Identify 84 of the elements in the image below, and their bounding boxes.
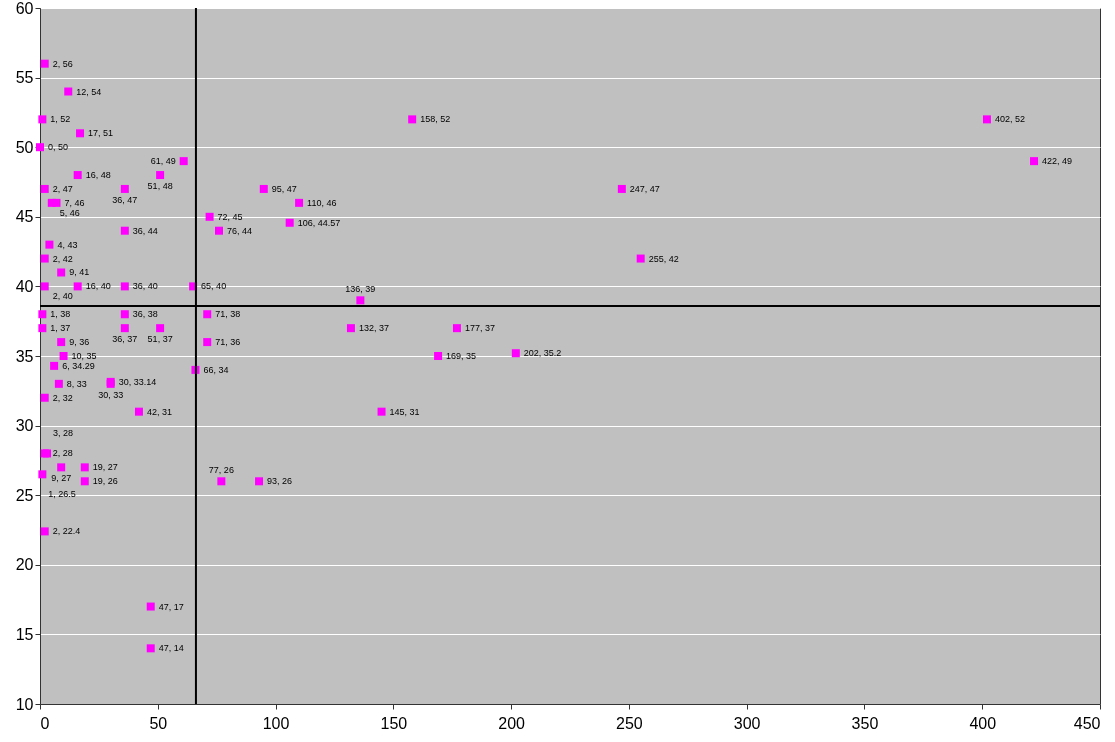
data-label: 30, 33.14 (118, 376, 157, 387)
y-tick-label: 45 (15, 208, 34, 226)
y-tick-label: 10 (15, 695, 34, 713)
data-label: 2, 56 (52, 58, 73, 69)
y-tick-label: 20 (15, 556, 34, 574)
y-tick-label: 50 (15, 138, 34, 156)
x-tick-label: 0 (40, 714, 50, 732)
y-tick-label: 30 (15, 417, 34, 435)
data-label: 2, 42 (52, 253, 73, 264)
data-label: 9, 41 (69, 267, 90, 278)
data-label: 202, 35.2 (523, 348, 562, 359)
data-label: 402, 52 (994, 114, 1025, 125)
data-label: 3, 28 (53, 428, 74, 439)
data-label: 17, 51 (88, 128, 114, 139)
data-label: 61, 49 (150, 156, 176, 167)
data-label: 42, 31 (146, 406, 172, 417)
data-label: 51, 48 (147, 181, 173, 192)
data-label: 2, 28 (52, 448, 73, 459)
data-label: 4, 43 (57, 239, 78, 250)
data-label: 76, 44 (227, 225, 253, 236)
data-label: 19, 27 (92, 462, 118, 473)
x-tick-label: 200 (498, 714, 526, 732)
data-label: 1, 37 (50, 323, 71, 334)
data-label: 132, 37 (358, 323, 389, 334)
y-tick-label: 25 (15, 486, 34, 504)
y-tick-label: 55 (15, 69, 34, 87)
data-label: 30, 33 (98, 389, 124, 400)
data-label: 16, 40 (85, 281, 111, 292)
data-label: 1, 52 (50, 114, 71, 125)
x-tick-label: 400 (969, 714, 997, 732)
data-label: 9, 27 (51, 473, 72, 484)
data-label: 47, 17 (158, 601, 184, 612)
y-tick-label: 15 (15, 625, 34, 643)
x-tick-label: 300 (733, 714, 761, 732)
data-label: 169, 35 (446, 351, 477, 361)
data-label: 16, 48 (85, 170, 111, 181)
data-label: 145, 31 (389, 406, 420, 417)
data-label: 2, 32 (52, 392, 73, 403)
data-label: 10, 35 (71, 351, 97, 361)
data-label: 19, 26 (92, 476, 118, 487)
data-label: 8, 33 (66, 378, 87, 389)
x-tick-label: 450 (1073, 714, 1101, 732)
data-label: 95, 47 (271, 183, 297, 194)
data-label: 110, 46 (307, 197, 337, 208)
data-label: 106, 44.57 (297, 217, 341, 228)
data-label: 247, 47 (629, 183, 660, 194)
data-label: 2, 22.4 (52, 526, 81, 537)
data-label: 77, 26 (208, 465, 234, 476)
y-tick-label: 60 (15, 0, 34, 17)
data-label: 66, 34 (203, 364, 229, 375)
data-label: 36, 40 (132, 281, 158, 292)
data-label: 36, 37 (112, 334, 138, 345)
data-label: 71, 38 (215, 309, 241, 320)
data-label: 7, 46 (64, 197, 85, 208)
x-tick-label: 350 (851, 714, 879, 732)
data-label: 9, 36 (69, 337, 90, 348)
data-label: 36, 47 (112, 194, 138, 205)
x-tick-label: 50 (149, 714, 168, 732)
y-tick-label: 35 (15, 347, 34, 365)
data-label: 2, 47 (52, 183, 73, 194)
x-tick-label: 100 (262, 714, 290, 732)
data-label: 422, 49 (1042, 156, 1073, 167)
data-label: 1, 26.5 (48, 489, 76, 500)
data-label: 255, 42 (648, 253, 679, 264)
data-label: 51, 37 (147, 334, 173, 345)
data-label: 36, 38 (132, 309, 158, 320)
data-label: 71, 36 (215, 337, 241, 348)
data-label: 36, 44 (132, 225, 158, 236)
y-tick-label: 40 (15, 277, 34, 295)
data-label: 93, 26 (267, 476, 293, 487)
data-label: 12, 54 (76, 86, 102, 97)
data-label: 6, 34.29 (62, 360, 95, 371)
data-label: 136, 39 (345, 284, 376, 295)
data-label: 177, 37 (464, 323, 495, 334)
data-label: 158, 52 (420, 114, 451, 125)
data-label: 72, 45 (217, 211, 243, 222)
data-label: 65, 40 (201, 281, 227, 292)
data-label: 1, 38 (50, 309, 71, 320)
data-label: 0, 50 (48, 142, 69, 153)
x-tick-label: 250 (616, 714, 643, 732)
data-label: 47, 14 (158, 643, 184, 654)
x-tick-label: 150 (380, 714, 408, 732)
data-label: 2, 40 (52, 291, 73, 302)
data-label: 5, 46 (59, 207, 80, 218)
